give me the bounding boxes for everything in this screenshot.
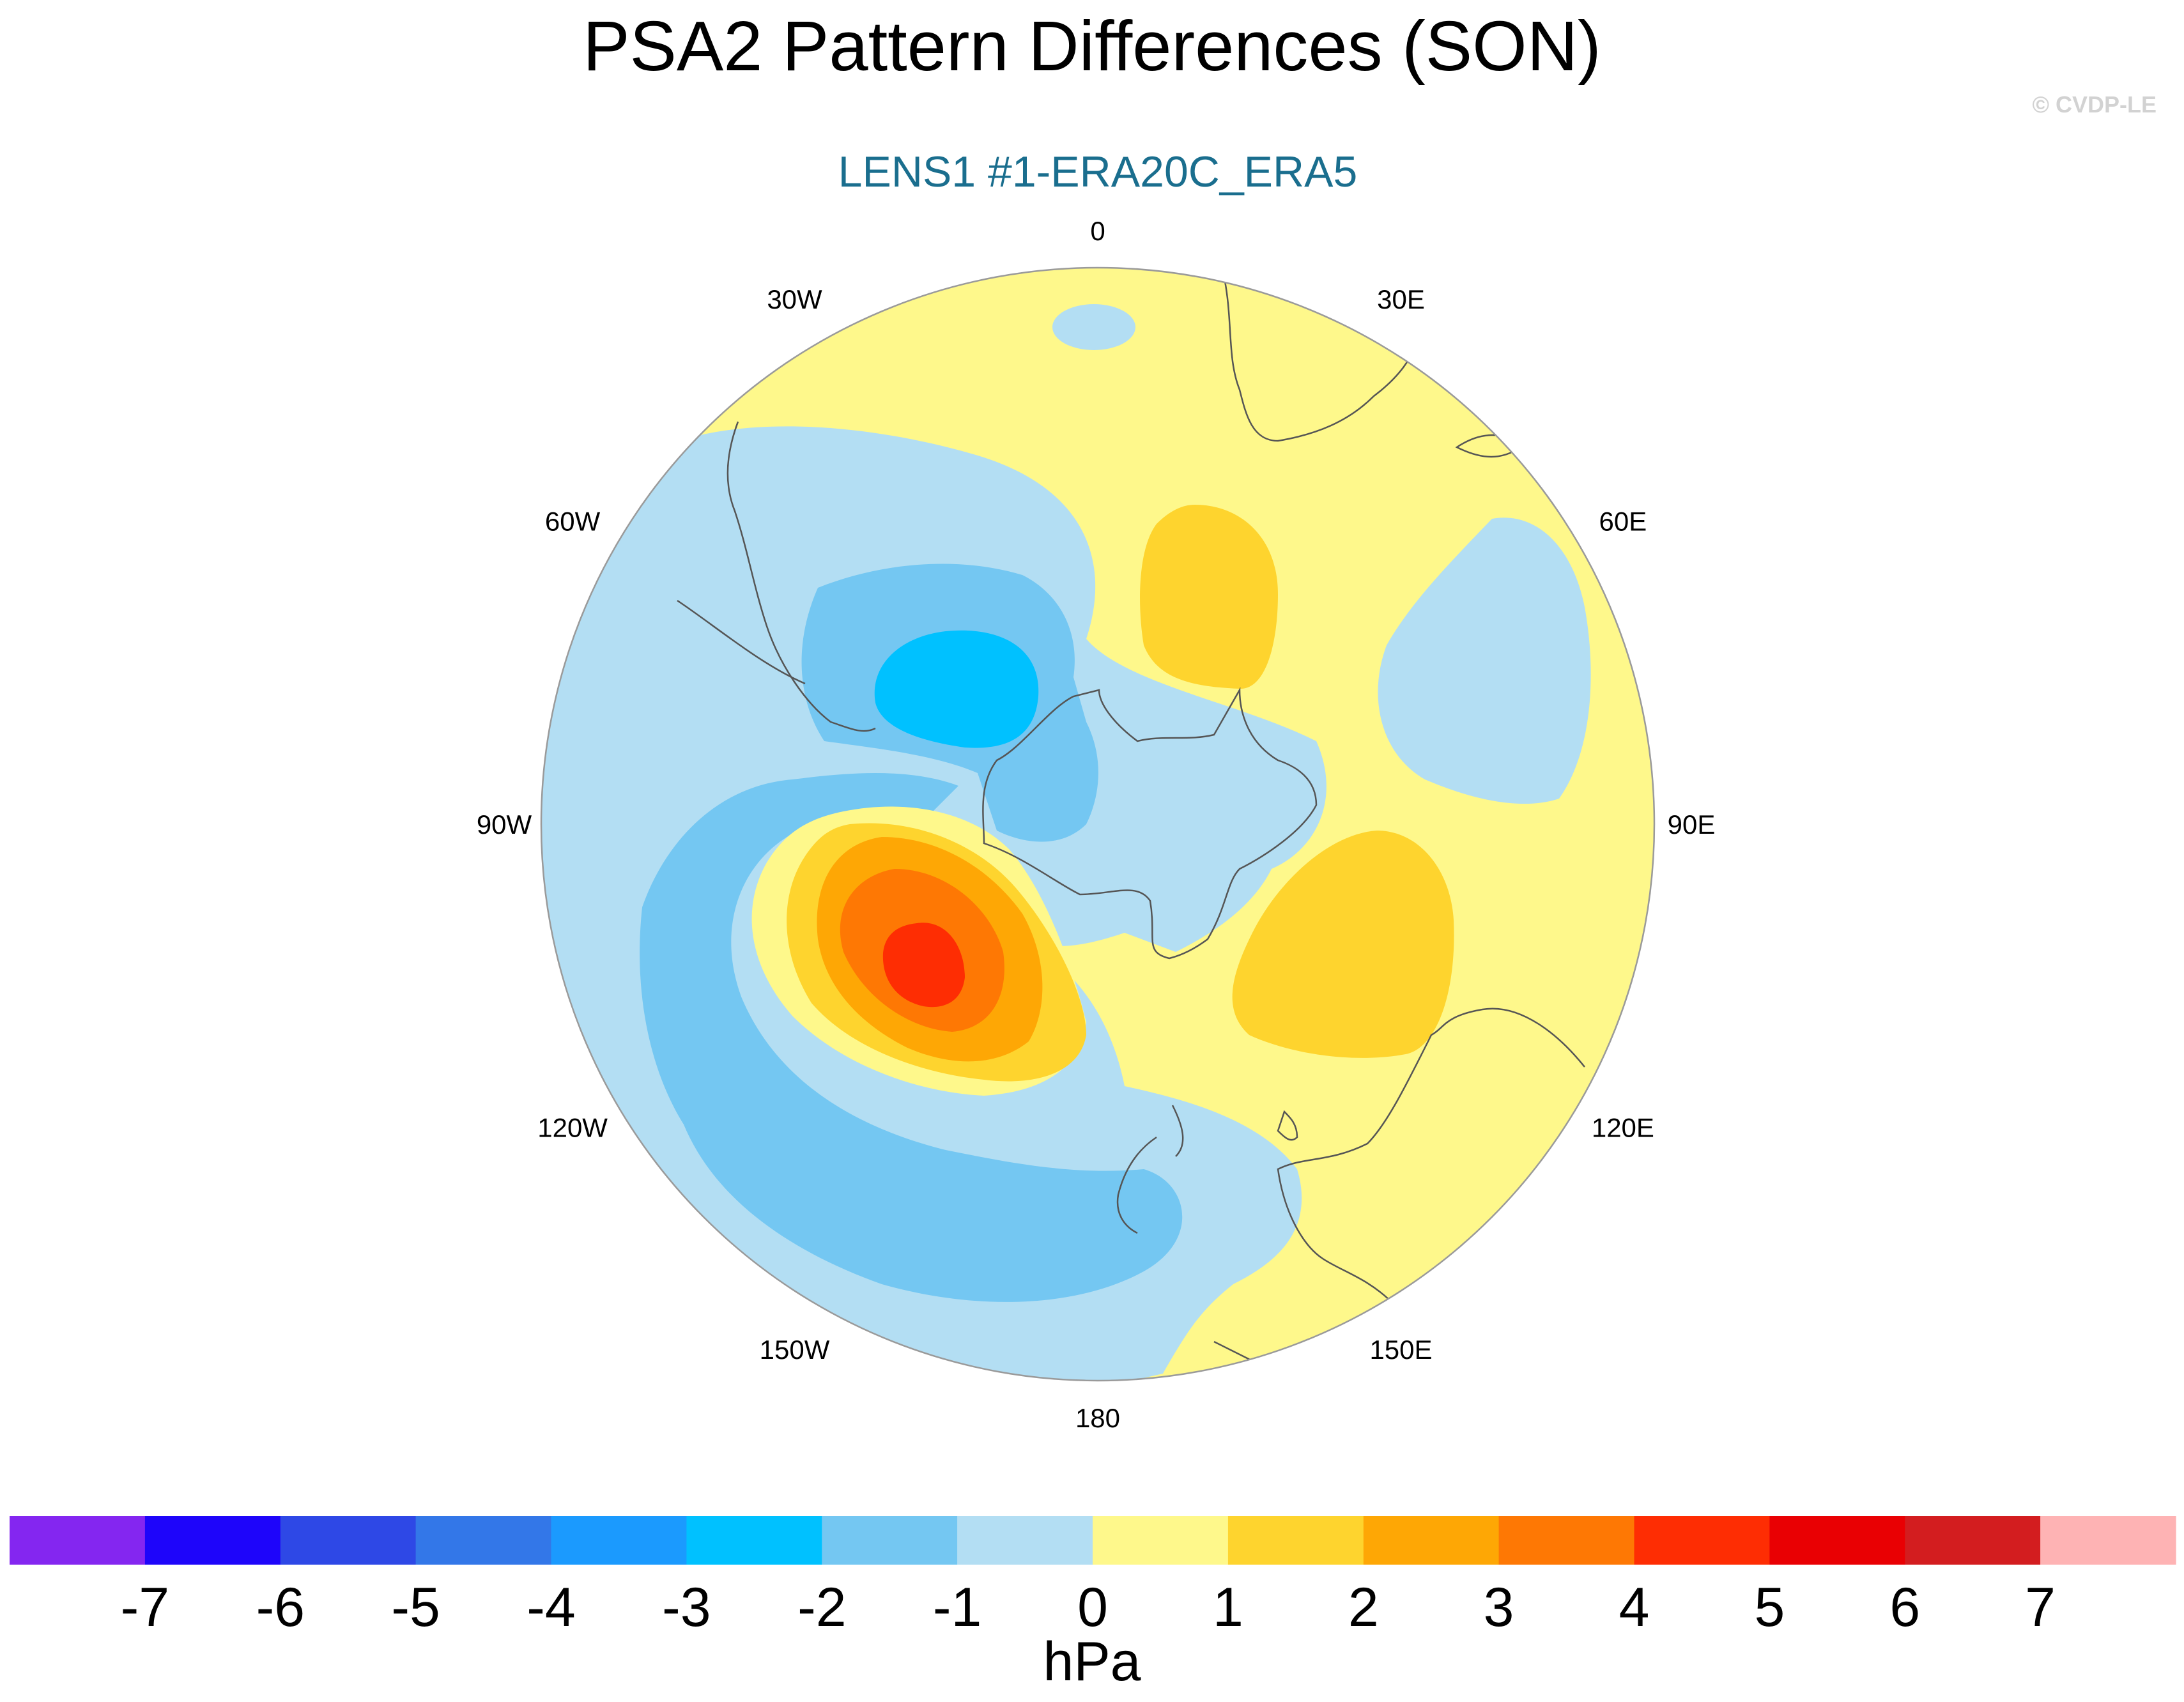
colorbar-swatch <box>280 1516 417 1565</box>
polar-map <box>541 268 1654 1381</box>
colorbar-tick-label: -7 <box>121 1577 169 1638</box>
colorbar-tick-label: 5 <box>1754 1577 1785 1638</box>
colorbar-unit-label: hPa <box>1043 1631 1141 1692</box>
colorbar-tick-label: -5 <box>391 1577 440 1638</box>
anomaly-region-pos2-atlantic <box>1140 505 1278 689</box>
colorbar-tick-labels: -7 -6 -5 -4 -3 -2 -1 0 1 2 3 4 5 6 7 <box>121 1577 2056 1638</box>
colorbar-swatch <box>144 1516 281 1565</box>
colorbar-tick-label: -4 <box>527 1577 575 1638</box>
colorbar-tick-label: 1 <box>1213 1577 1243 1638</box>
colorbar-swatch <box>1634 1516 1770 1565</box>
longitude-label: 150W <box>760 1335 830 1365</box>
colorbar-swatch <box>957 1516 1093 1565</box>
colorbar-tick-label: -2 <box>797 1577 846 1638</box>
anomaly-region-neg2-pacific <box>640 773 1183 1302</box>
colorbar-swatch <box>1498 1516 1635 1565</box>
colorbar-tick-label: -3 <box>662 1577 711 1638</box>
colorbar-swatch <box>551 1516 687 1565</box>
colorbar-tick-label: -1 <box>933 1577 981 1638</box>
coastline-tasmania <box>1277 1110 1298 1141</box>
colorbar-swatch <box>1769 1516 1905 1565</box>
colorbar-tick-label: 3 <box>1484 1577 1514 1638</box>
anomaly-region-pos5-abs <box>882 923 965 1008</box>
longitude-label: 60W <box>545 507 601 537</box>
colorbar-swatch <box>1227 1516 1364 1565</box>
longitude-label: 120W <box>537 1113 608 1143</box>
colorbar-tick-label: 4 <box>1619 1577 1650 1638</box>
figure-title: PSA2 Pattern Differences (SON) <box>583 7 1601 86</box>
coastline-south-america <box>727 421 876 732</box>
anomaly-region-pos2-australia <box>1232 831 1454 1058</box>
coastline-south-america-east <box>677 599 806 685</box>
longitude-label: 90E <box>1668 809 1716 839</box>
colorbar <box>10 1516 2176 1565</box>
colorbar-swatch <box>415 1516 552 1565</box>
coastline-new-zealand-north <box>1171 1105 1184 1157</box>
longitude-label: 30E <box>1377 284 1425 314</box>
coastlines <box>677 274 1585 1362</box>
longitude-label: 90W <box>477 809 532 839</box>
watermark: © CVDP-LE <box>2032 91 2157 118</box>
longitude-label: 120E <box>1592 1113 1654 1143</box>
coastline-africa <box>1222 274 1420 442</box>
figure-subtitle: LENS1 #1-ERA20C_ERA5 <box>838 148 1358 196</box>
colorbar-swatch <box>1905 1516 2041 1565</box>
coastline-antarctica <box>982 687 1318 960</box>
colorbar-tick-label: 0 <box>1077 1577 1108 1638</box>
coastline-new-zealand-south <box>1116 1136 1157 1234</box>
map-border <box>540 266 1656 1382</box>
coastline-australia <box>1277 1008 1585 1304</box>
anomaly-region-neg1-small <box>1052 304 1135 350</box>
colorbar-swatch <box>10 1516 146 1565</box>
colorbar-tick-label: -6 <box>256 1577 305 1638</box>
longitude-label: 60E <box>1599 507 1647 537</box>
longitude-label: 30W <box>767 284 822 314</box>
longitude-label: 150E <box>1369 1335 1432 1365</box>
anomaly-region-neg3 <box>874 630 1039 748</box>
colorbar-swatch <box>1093 1516 1229 1565</box>
colorbar-tick-label: 2 <box>1348 1577 1379 1638</box>
longitude-label: 180 <box>1075 1403 1120 1433</box>
anomaly-region-neg1-indian <box>1378 518 1591 804</box>
colorbar-swatch <box>2040 1516 2176 1565</box>
colorbar-swatch <box>822 1516 958 1565</box>
colorbar-tick-label: 7 <box>2025 1577 2056 1638</box>
longitude-labels: 0 30E 60E 90E 120E 150E 180 150W 120W 90W 60W 30W <box>477 216 1716 1433</box>
longitude-label: 0 <box>1090 216 1105 246</box>
colorbar-swatch <box>1363 1516 1500 1565</box>
colorbar-swatch <box>686 1516 822 1565</box>
colorbar-tick-label: 6 <box>1889 1577 1920 1638</box>
